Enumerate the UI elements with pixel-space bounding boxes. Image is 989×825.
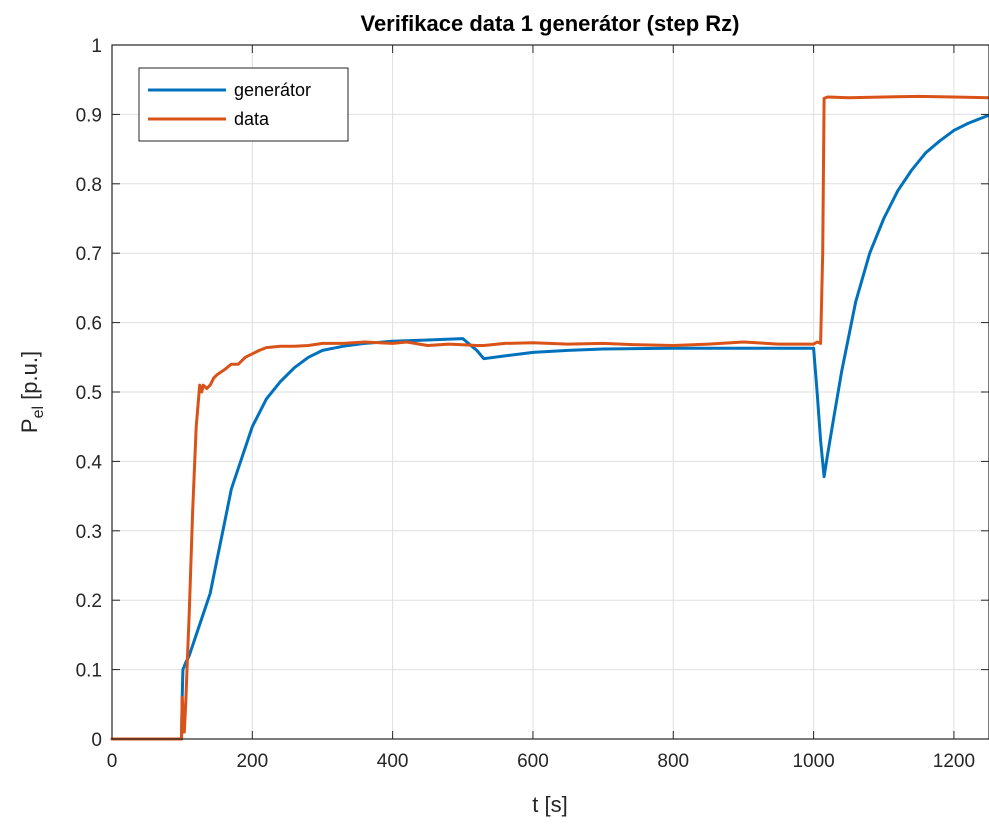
y-axis-label: Pel [p.u.] bbox=[17, 351, 47, 433]
y-tick-label: 0.4 bbox=[76, 452, 103, 473]
y-tick-label: 0.2 bbox=[76, 591, 102, 612]
y-axis-label-sub: el bbox=[30, 406, 47, 418]
x-tick-label: 200 bbox=[236, 751, 268, 772]
x-tick-label: 1200 bbox=[933, 751, 975, 772]
y-tick-label: 0.8 bbox=[76, 175, 102, 196]
legend-label-data: data bbox=[234, 109, 270, 129]
y-tick-label: 1 bbox=[91, 36, 102, 57]
ticks: 0 200 400 600 800 1000 1200 0 0.1 0.2 0.3 0.4 0.5 0.6… bbox=[76, 36, 989, 772]
series-line-data bbox=[110, 94, 989, 741]
x-tick-label: 600 bbox=[517, 751, 549, 772]
chart-title: Verifikace data 1 generátor (step Rz) bbox=[360, 11, 739, 36]
y-tick-label: 0.9 bbox=[76, 105, 102, 126]
series-layer bbox=[110, 94, 989, 741]
legend-label-generator: generátor bbox=[234, 80, 311, 100]
x-tick-label: 400 bbox=[377, 751, 409, 772]
y-tick-label: 0 bbox=[91, 730, 102, 751]
y-tick-label: 0.1 bbox=[76, 661, 102, 682]
x-tick-label: 1000 bbox=[792, 751, 834, 772]
y-axis-label-suffix: [p.u.] bbox=[17, 351, 42, 406]
legend: generátor data bbox=[138, 67, 349, 142]
y-tick-label: 0.6 bbox=[76, 314, 102, 335]
legend-box bbox=[138, 67, 349, 142]
y-axis-label-main: P bbox=[17, 418, 42, 433]
y-tick-label: 0.7 bbox=[76, 244, 102, 265]
y-tick-label: 0.5 bbox=[76, 383, 102, 404]
y-tick-label: 0.3 bbox=[76, 522, 102, 543]
x-tick-label: 800 bbox=[657, 751, 689, 772]
x-tick-label: 0 bbox=[107, 751, 118, 772]
x-axis-label: t [s] bbox=[532, 792, 567, 817]
